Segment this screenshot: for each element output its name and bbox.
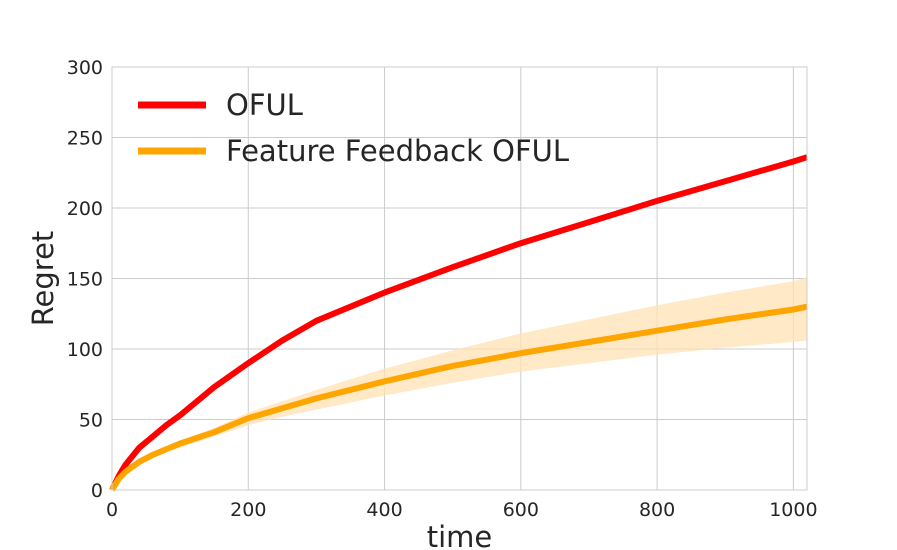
x-tick-label: 200 xyxy=(230,499,266,521)
x-tick-label: 400 xyxy=(366,499,402,521)
legend-label-oful: OFUL xyxy=(226,88,303,122)
y-tick-label: 0 xyxy=(91,480,103,502)
x-tick-label: 1000 xyxy=(769,499,817,521)
line-series-0 xyxy=(109,154,808,492)
x-tick-label: 800 xyxy=(639,499,675,521)
y-tick-label: 150 xyxy=(67,269,103,291)
x-tick-labels: 0 200 400 600 800 1000 xyxy=(106,499,818,521)
series-lines xyxy=(109,154,808,492)
plot-frame xyxy=(111,66,808,491)
y-tick-label: 200 xyxy=(67,198,103,220)
legend: OFUL Feature Feedback OFUL xyxy=(138,88,569,168)
confidence-bands xyxy=(112,154,807,490)
y-axis-label: Regret xyxy=(26,231,60,327)
x-tick-label: 600 xyxy=(503,499,539,521)
line-series-1 xyxy=(109,303,808,492)
x-axis-label: time xyxy=(427,520,493,550)
y-tick-label: 250 xyxy=(67,128,103,150)
y-tick-label: 300 xyxy=(67,57,103,79)
y-tick-label: 100 xyxy=(67,339,103,361)
y-tick-labels: 0 50 100 150 200 250 300 xyxy=(67,57,103,502)
band-series-1 xyxy=(112,277,807,490)
y-tick-label: 50 xyxy=(79,410,103,432)
x-tick-label: 0 xyxy=(106,499,118,521)
legend-label-feature-feedback-oful: Feature Feedback OFUL xyxy=(226,134,569,168)
